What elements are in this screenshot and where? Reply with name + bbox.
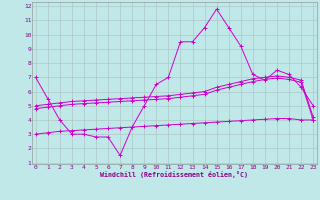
X-axis label: Windchill (Refroidissement éolien,°C): Windchill (Refroidissement éolien,°C) <box>100 171 248 178</box>
